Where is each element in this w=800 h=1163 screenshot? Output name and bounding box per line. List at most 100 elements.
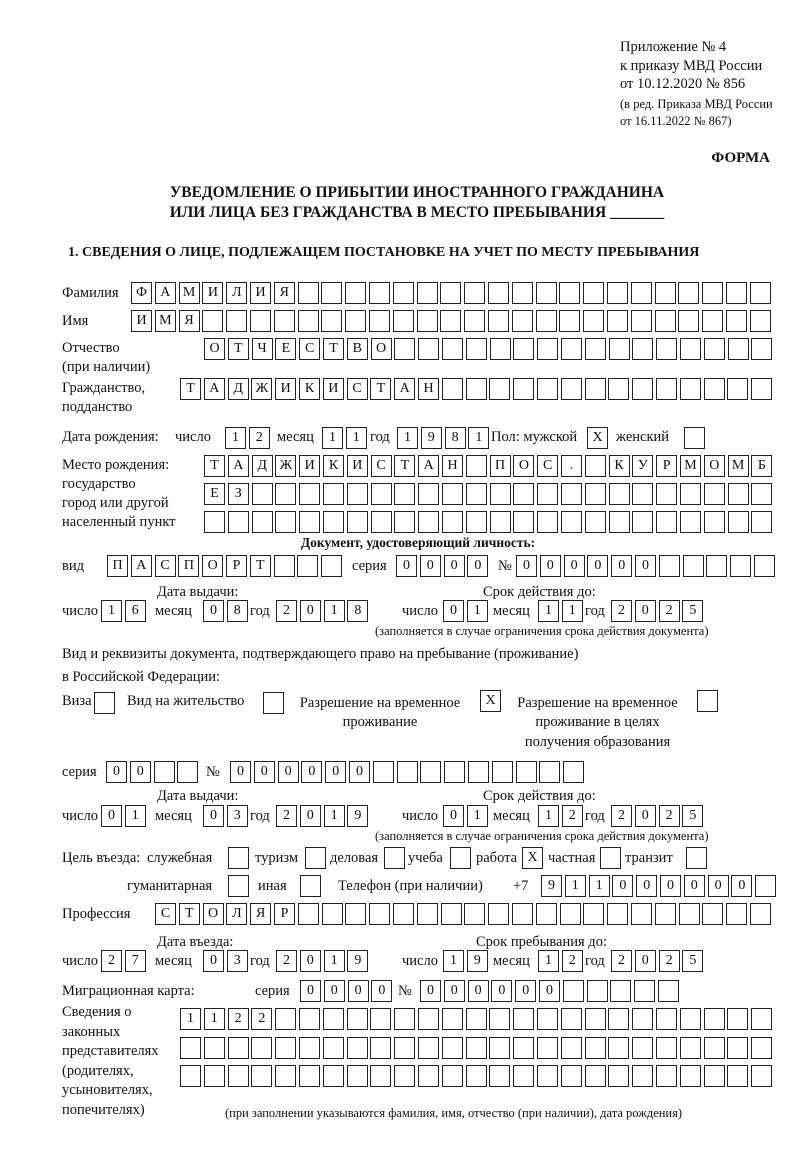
char-cell[interactable] <box>203 1037 225 1059</box>
char-cell[interactable] <box>726 282 747 304</box>
char-cell[interactable]: 0 <box>467 555 489 577</box>
char-cell[interactable]: 8 <box>226 600 248 622</box>
char-cell[interactable] <box>369 310 390 332</box>
char-cell[interactable] <box>537 1037 558 1059</box>
char-cell[interactable] <box>751 338 773 360</box>
char-cell[interactable]: Т <box>178 903 200 925</box>
char-cell[interactable]: 0 <box>396 555 417 577</box>
char-cell[interactable] <box>632 378 654 400</box>
char-cell[interactable] <box>346 483 368 505</box>
char-cell[interactable] <box>559 282 581 304</box>
char-cell[interactable]: 0 <box>371 980 393 1002</box>
char-cell[interactable] <box>250 310 271 332</box>
char-cell[interactable] <box>465 455 487 477</box>
char-cell[interactable] <box>656 1065 677 1087</box>
char-cell[interactable] <box>465 1065 487 1087</box>
char-cell[interactable] <box>703 483 725 505</box>
char-cell[interactable]: 0 <box>443 555 465 577</box>
char-cell[interactable] <box>537 1008 558 1030</box>
char-cell[interactable]: Т <box>227 338 249 360</box>
char-cell[interactable]: 9 <box>347 805 369 827</box>
char-cell[interactable] <box>442 338 463 360</box>
char-cell[interactable] <box>226 310 248 332</box>
char-cell[interactable]: Т <box>249 555 271 577</box>
char-cell[interactable]: А <box>227 455 249 477</box>
char-cell[interactable] <box>680 483 701 505</box>
char-cell[interactable] <box>755 875 777 897</box>
char-cell[interactable]: С <box>299 338 321 360</box>
char-cell[interactable] <box>464 903 486 925</box>
char-cell[interactable] <box>560 1037 582 1059</box>
char-cell[interactable]: 2 <box>561 950 583 972</box>
char-cell[interactable] <box>751 511 773 533</box>
char-cell[interactable]: 1 <box>588 875 610 897</box>
char-cell[interactable]: 0 <box>587 555 609 577</box>
char-cell[interactable]: Л <box>226 903 248 925</box>
char-cell[interactable]: А <box>394 378 416 400</box>
char-cell[interactable] <box>305 847 326 869</box>
char-cell[interactable] <box>300 875 321 897</box>
char-cell[interactable] <box>441 1037 463 1059</box>
char-cell[interactable]: Ч <box>251 338 273 360</box>
char-cell[interactable]: Ж <box>275 455 297 477</box>
char-cell[interactable] <box>464 282 486 304</box>
char-cell[interactable]: З <box>227 483 249 505</box>
char-cell[interactable] <box>202 310 224 332</box>
char-cell[interactable]: О <box>202 903 224 925</box>
char-cell[interactable] <box>607 282 628 304</box>
char-cell[interactable]: И <box>131 310 152 332</box>
char-cell[interactable] <box>322 1037 344 1059</box>
char-cell[interactable] <box>608 483 630 505</box>
char-cell[interactable]: 1 <box>466 600 488 622</box>
char-cell[interactable] <box>678 282 700 304</box>
char-cell[interactable]: О <box>513 455 535 477</box>
char-cell[interactable] <box>513 511 535 533</box>
char-cell[interactable] <box>515 761 537 783</box>
char-cell[interactable] <box>535 310 557 332</box>
char-cell[interactable] <box>584 378 606 400</box>
char-cell[interactable]: 8 <box>347 600 369 622</box>
char-cell[interactable] <box>511 282 533 304</box>
char-cell[interactable] <box>607 903 629 925</box>
char-cell[interactable] <box>418 338 440 360</box>
char-cell[interactable] <box>442 511 463 533</box>
char-cell[interactable]: 0 <box>347 980 369 1002</box>
char-cell[interactable]: 0 <box>323 980 345 1002</box>
char-cell[interactable]: 8 <box>444 427 466 449</box>
char-cell[interactable] <box>608 511 630 533</box>
char-cell[interactable]: 1 <box>564 875 586 897</box>
char-cell[interactable] <box>697 690 718 712</box>
char-cell[interactable] <box>418 1008 439 1030</box>
char-cell[interactable] <box>299 511 321 533</box>
char-cell[interactable]: С <box>370 455 392 477</box>
char-cell[interactable]: 0 <box>443 600 464 622</box>
char-cell[interactable] <box>686 847 707 869</box>
char-cell[interactable] <box>654 903 676 925</box>
char-cell[interactable]: X <box>480 690 501 712</box>
char-cell[interactable]: 0 <box>129 761 151 783</box>
char-cell[interactable] <box>442 483 463 505</box>
char-cell[interactable] <box>394 511 416 533</box>
char-cell[interactable]: 9 <box>420 427 442 449</box>
char-cell[interactable] <box>465 378 487 400</box>
char-cell[interactable]: 0 <box>683 875 705 897</box>
char-cell[interactable] <box>323 483 344 505</box>
char-cell[interactable] <box>703 338 725 360</box>
char-cell[interactable]: 0 <box>636 875 658 897</box>
char-cell[interactable]: 0 <box>731 875 753 897</box>
char-cell[interactable]: 1 <box>443 950 464 972</box>
char-cell[interactable] <box>632 338 654 360</box>
char-cell[interactable]: 2 <box>276 950 297 972</box>
char-cell[interactable]: 0 <box>515 980 537 1002</box>
char-cell[interactable] <box>228 875 249 897</box>
char-cell[interactable] <box>706 555 728 577</box>
char-cell[interactable] <box>513 1065 535 1087</box>
char-cell[interactable]: 1 <box>323 600 345 622</box>
char-cell[interactable]: У <box>632 455 654 477</box>
char-cell[interactable] <box>584 338 606 360</box>
char-cell[interactable] <box>537 483 559 505</box>
char-cell[interactable]: 2 <box>658 600 680 622</box>
char-cell[interactable]: 0 <box>230 761 251 783</box>
char-cell[interactable]: И <box>275 378 297 400</box>
char-cell[interactable] <box>489 511 511 533</box>
